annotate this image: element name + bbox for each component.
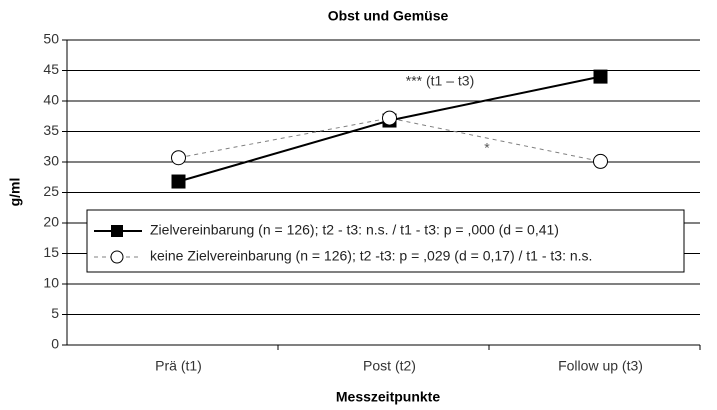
chart-title: Obst und Gemüse (328, 8, 449, 24)
marker (171, 150, 186, 166)
y-tick-label: 15 (43, 244, 59, 260)
y-tick-label: 5 (51, 305, 59, 321)
y-axis-label: g/ml (7, 178, 23, 207)
marker (382, 110, 397, 126)
x-axis-label: Messzeitpunkte (336, 389, 440, 405)
x-tick-label: Prä (t1) (155, 358, 202, 374)
legend-marker (111, 225, 123, 237)
y-tick-label: 30 (43, 153, 59, 169)
y-tick-label: 20 (43, 214, 59, 230)
series-line (178, 75, 601, 183)
legend-marker (110, 250, 124, 264)
annotation: * (484, 140, 490, 156)
marker (593, 153, 608, 169)
y-tick-label: 40 (43, 92, 59, 108)
marker (171, 174, 186, 189)
x-tick-label: Follow up (t3) (558, 358, 643, 374)
annotation: *** (t1 – t3) (406, 73, 474, 89)
x-tick-label: Post (t2) (363, 358, 416, 374)
legend-label: Zielvereinbarung (n = 126); t2 - t3: n.s… (150, 222, 559, 238)
y-tick-label: 45 (43, 61, 59, 77)
y-tick-label: 50 (43, 31, 59, 47)
legend-box (86, 209, 685, 273)
y-tick-label: 25 (43, 183, 59, 199)
y-tick-label: 35 (43, 122, 59, 138)
y-tick-label: 10 (43, 275, 59, 291)
y-tick-label: 0 (51, 336, 59, 352)
marker (593, 69, 608, 84)
legend-label: keine Zielvereinbarung (n = 126); t2 -t3… (150, 248, 592, 264)
